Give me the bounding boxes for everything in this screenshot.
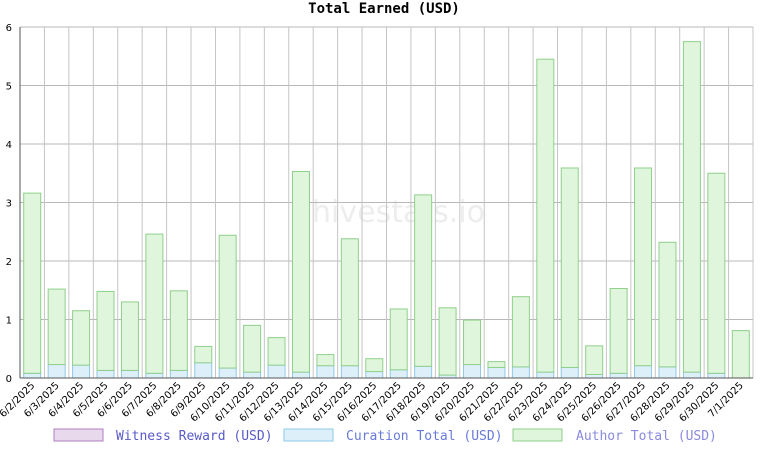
legend-swatch[interactable] [283, 428, 334, 442]
bar-series1-23[interactable] [585, 373, 604, 379]
y-tick-label: 1 [6, 316, 12, 327]
bar-series2-6[interactable] [169, 290, 188, 371]
bar-series2-27[interactable] [682, 41, 701, 373]
bar-series1-26[interactable] [658, 366, 677, 379]
bar-series1-0[interactable] [23, 372, 42, 379]
bar-series2-22[interactable] [560, 167, 579, 368]
bar-series1-8[interactable] [218, 367, 237, 379]
y-tick-label: 5 [6, 82, 12, 93]
bar-series2-3[interactable] [96, 290, 115, 371]
bar-series2-28[interactable] [707, 172, 726, 374]
watermark-text: hivestats.io [312, 195, 485, 230]
bar-series2-24[interactable] [609, 287, 628, 374]
bar-series1-25[interactable] [634, 365, 653, 379]
bar-series2-23[interactable] [585, 345, 604, 375]
bar-series2-13[interactable] [340, 238, 359, 367]
bar-series2-9[interactable] [243, 324, 262, 373]
bar-series2-19[interactable] [487, 361, 506, 368]
bar-series1-22[interactable] [560, 366, 579, 379]
bar-series2-15[interactable] [389, 308, 408, 371]
bar-series1-12[interactable] [316, 365, 335, 379]
bar-series2-4[interactable] [120, 301, 139, 371]
y-tick-label: 0 [6, 374, 12, 385]
bar-series2-25[interactable] [634, 167, 653, 367]
bars [23, 41, 750, 379]
bar-series2-17[interactable] [438, 307, 457, 376]
bar-series1-19[interactable] [487, 366, 506, 379]
bar-series1-27[interactable] [682, 371, 701, 379]
bar-series1-20[interactable] [511, 366, 530, 379]
legend-label[interactable]: Curation Total (USD) [346, 429, 503, 444]
bar-series1-10[interactable] [267, 364, 286, 379]
legend-swatch[interactable] [512, 428, 563, 442]
legend: Witness Reward (USD) Curation Total (USD)… [53, 428, 717, 444]
chart-title: Total Earned (USD) [308, 1, 460, 17]
bar-series1-4[interactable] [120, 369, 139, 379]
legend-label[interactable]: Witness Reward (USD) [116, 429, 273, 444]
bar-series2-18[interactable] [463, 319, 482, 366]
bar-series2-26[interactable] [658, 241, 677, 368]
bar-series1-24[interactable] [609, 372, 628, 379]
bar-series1-2[interactable] [72, 364, 91, 379]
bar-series2-1[interactable] [47, 288, 66, 366]
bar-series2-11[interactable] [291, 170, 310, 373]
bar-series1-9[interactable] [243, 371, 262, 379]
bar-series1-16[interactable] [414, 365, 433, 379]
bar-series2-5[interactable] [145, 233, 164, 374]
bar-series1-3[interactable] [96, 369, 115, 379]
bar-series2-7[interactable] [194, 345, 213, 364]
bar-series1-6[interactable] [169, 369, 188, 379]
y-tick-label: 2 [6, 257, 12, 268]
bar-series2-29[interactable] [731, 330, 750, 379]
bar-series1-18[interactable] [463, 364, 482, 379]
bar-series1-7[interactable] [194, 362, 213, 379]
y-tick-label: 3 [6, 199, 12, 210]
bar-series1-11[interactable] [291, 371, 310, 379]
bar-series1-15[interactable] [389, 369, 408, 379]
legend-label[interactable]: Author Total (USD) [576, 429, 717, 444]
bar-series1-1[interactable] [47, 364, 66, 379]
bar-series2-10[interactable] [267, 337, 286, 366]
bar-series1-28[interactable] [707, 372, 726, 379]
bar-series1-21[interactable] [536, 371, 555, 379]
bar-series2-16[interactable] [414, 194, 433, 367]
legend-swatch[interactable] [53, 428, 104, 442]
bar-series2-14[interactable] [365, 358, 384, 373]
grid [19, 26, 754, 379]
bar-series1-14[interactable] [365, 371, 384, 379]
y-tick-label: 6 [6, 23, 12, 34]
bar-series2-12[interactable] [316, 354, 335, 367]
bar-series2-8[interactable] [218, 234, 237, 369]
bar-series2-0[interactable] [23, 192, 42, 374]
bar-series2-21[interactable] [536, 58, 555, 373]
bar-series1-5[interactable] [145, 372, 164, 379]
bar-series1-13[interactable] [340, 365, 359, 379]
bar-series2-2[interactable] [72, 310, 91, 366]
y-tick-label: 4 [6, 140, 12, 151]
bar-series2-20[interactable] [511, 296, 530, 368]
